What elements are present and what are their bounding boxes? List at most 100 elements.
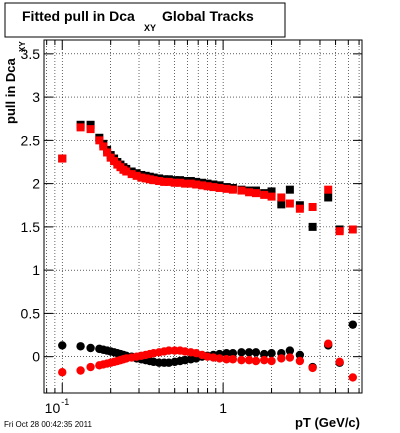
y-tick-label: 0	[32, 349, 40, 365]
data-point	[324, 185, 333, 194]
y-axis-label-group: pull in Dca XY	[3, 41, 27, 124]
data-point	[160, 177, 169, 186]
data-point	[198, 181, 207, 190]
data-point	[285, 199, 294, 208]
data-point	[259, 355, 269, 365]
x-tick-label: 10	[45, 400, 61, 416]
data-point	[251, 356, 261, 366]
data-point	[228, 355, 238, 364]
data-point	[295, 356, 305, 366]
chart-title-suffix: Global Tracks	[162, 8, 254, 24]
data-point	[132, 171, 141, 180]
data-point	[267, 192, 276, 201]
data-point	[76, 366, 85, 375]
y-axis-label-subscript: XY	[18, 41, 27, 52]
data-point	[237, 186, 246, 195]
data-point	[244, 348, 254, 357]
data-point	[127, 170, 136, 179]
y-tick-label: 3	[32, 89, 40, 105]
data-point	[222, 355, 231, 364]
data-point	[228, 185, 237, 194]
data-point	[181, 179, 190, 188]
data-point	[335, 357, 344, 367]
data-point	[176, 178, 185, 187]
data-point	[149, 176, 158, 185]
data-point	[348, 373, 358, 382]
data-point	[215, 183, 224, 192]
data-point	[58, 341, 67, 350]
data-point	[308, 222, 317, 231]
y-tick-label: 0.5	[21, 305, 41, 321]
data-point	[324, 339, 333, 348]
data-point	[141, 174, 150, 183]
data-point	[335, 227, 344, 236]
data-point	[277, 193, 286, 202]
y-tick-label: 2	[32, 176, 40, 192]
data-point	[308, 363, 317, 373]
data-point	[245, 188, 254, 197]
data-point	[277, 354, 286, 363]
data-point	[348, 225, 357, 234]
data-point	[215, 354, 224, 363]
data-point	[228, 349, 238, 358]
data-point	[58, 154, 67, 163]
data-point	[76, 123, 85, 132]
data-point	[209, 353, 218, 362]
data-point	[99, 142, 108, 151]
data-point	[285, 185, 294, 194]
data-point	[86, 362, 95, 372]
footer: Fri Oct 28 00:42:35 2011	[4, 420, 92, 429]
y-axis-label: pull in Dca	[3, 58, 18, 125]
data-point	[237, 348, 246, 357]
data-point	[86, 343, 95, 353]
data-point	[155, 177, 164, 186]
y-tick-label: 1.5	[21, 219, 41, 235]
data-point	[192, 180, 201, 189]
data-point	[203, 182, 212, 191]
data-point	[103, 148, 112, 157]
data-point	[186, 179, 195, 188]
x-tick-label: 1	[219, 400, 227, 416]
data-point	[251, 189, 260, 198]
data-point	[324, 193, 333, 202]
data-point	[267, 349, 276, 358]
chart-title: Fitted pull in Dca	[22, 8, 135, 24]
data-point	[237, 355, 246, 365]
data-point	[295, 204, 304, 213]
data-point	[260, 190, 269, 199]
y-tick-label: 3.5	[21, 46, 41, 62]
data-point	[209, 183, 218, 192]
data-point	[86, 125, 95, 134]
data-point	[164, 177, 173, 186]
data-point	[295, 350, 305, 360]
chart-title-subscript: XY	[144, 23, 156, 33]
data-point	[348, 320, 358, 329]
data-point	[259, 349, 269, 359]
y-tick-label: 2.5	[21, 132, 41, 148]
data-point	[285, 346, 295, 355]
data-point	[267, 187, 276, 196]
data-point	[95, 136, 104, 145]
data-point	[137, 173, 146, 182]
title-box	[4, 2, 286, 38]
data-point	[308, 202, 317, 211]
x-tick-exponent: -1	[61, 397, 69, 407]
data-point	[76, 342, 85, 351]
data-point	[58, 368, 67, 377]
data-point	[222, 349, 231, 358]
y-tick-label: 1	[32, 262, 40, 278]
data-point	[285, 353, 295, 362]
x-axis-label: pT (GeV/c)	[295, 415, 360, 430]
data-point	[267, 356, 276, 366]
data-point	[164, 346, 174, 355]
data-point	[86, 120, 95, 129]
data-point	[122, 167, 131, 176]
plot-frame	[43, 39, 363, 394]
data-point	[277, 200, 286, 209]
data-point	[222, 184, 231, 193]
data-point	[251, 348, 261, 357]
data-point	[170, 178, 179, 187]
data-point	[244, 355, 254, 365]
